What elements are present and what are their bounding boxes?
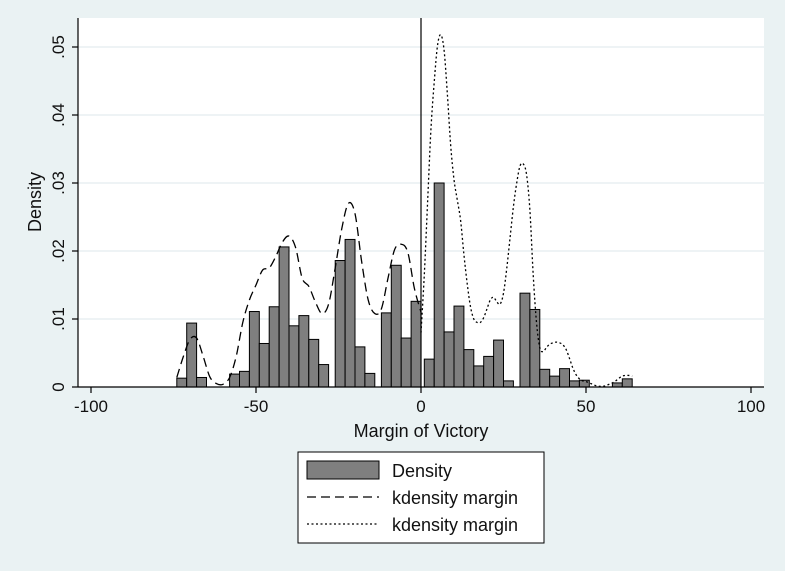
y-tick-label-2: .02 [49,239,68,263]
y-axis-title: Density [25,172,45,232]
legend-swatch-density [306,460,380,480]
histogram-bar-17 [380,312,392,388]
histogram-bar-0 [176,377,188,388]
histogram-bar-20 [410,300,422,388]
y-axis-ticks: 0 .01 .02 .03 .04 .05 [49,35,78,392]
histogram-bar-27 [483,355,495,388]
histogram-bar-8 [278,246,290,388]
histogram-bar-25 [463,349,475,388]
histogram-bar-30 [519,292,531,388]
legend-label-density: Density [392,461,452,481]
legend-label-dotted: kdensity margin [392,515,518,535]
histogram-bar-9 [288,325,300,388]
kdensity-dashed-line [176,201,422,386]
y-tick-label-1: .01 [49,307,68,331]
histogram-bar-12 [318,364,330,388]
y-tick-label-0: 0 [49,382,68,391]
histogram-bar-1 [186,322,198,388]
histogram-bar-35 [569,380,580,388]
y-tick-label-4: .04 [49,103,68,127]
histogram-bar-15 [354,346,366,388]
histogram-bar-36 [578,379,590,388]
legend: Density kdensity margin kdensity margin [297,451,545,544]
histogram-bar-5 [248,311,260,388]
histogram-bar-19 [400,337,412,388]
histogram-bar-24 [453,305,465,388]
y-tick-label-5: .05 [49,35,68,59]
histogram-bar-7 [268,306,280,388]
x-tick-label-3: 50 [577,397,596,416]
histogram-bar-3 [229,373,241,388]
histogram-bar-31 [529,308,541,388]
histogram-bar-22 [433,182,445,388]
histogram-bar-26 [473,365,485,388]
histogram-bar-23 [443,331,455,388]
histogram-bar-13 [334,260,346,388]
histogram-bar-2 [196,376,208,388]
histogram-bar-10 [298,315,310,388]
x-axis-title: Margin of Victory [354,421,489,441]
x-axis-ticks: -100 -50 0 50 100 [74,387,765,416]
legend-label-dashed: kdensity margin [392,488,518,508]
histogram-bar-11 [308,338,320,388]
histogram-bar-6 [258,342,270,388]
x-tick-label-1: -50 [244,397,269,416]
histogram-bar-29 [503,380,514,388]
histogram-bar-38 [621,378,633,388]
histogram-bar-18 [390,264,402,388]
histogram-bar-21 [423,358,435,388]
y-tick-label-3: .03 [49,171,68,195]
histogram-bar-37 [611,382,623,388]
x-tick-label-2: 0 [416,397,425,416]
histogram-bar-32 [539,368,551,388]
x-tick-label-4: 100 [737,397,765,416]
x-tick-label-0: -100 [74,397,108,416]
histogram-bar-4 [239,370,250,388]
histogram-bar-34 [559,368,570,388]
histogram-bar-28 [493,339,505,388]
histogram-bar-33 [549,375,561,388]
histogram-bar-14 [344,238,356,388]
histogram-bar-16 [364,372,376,388]
